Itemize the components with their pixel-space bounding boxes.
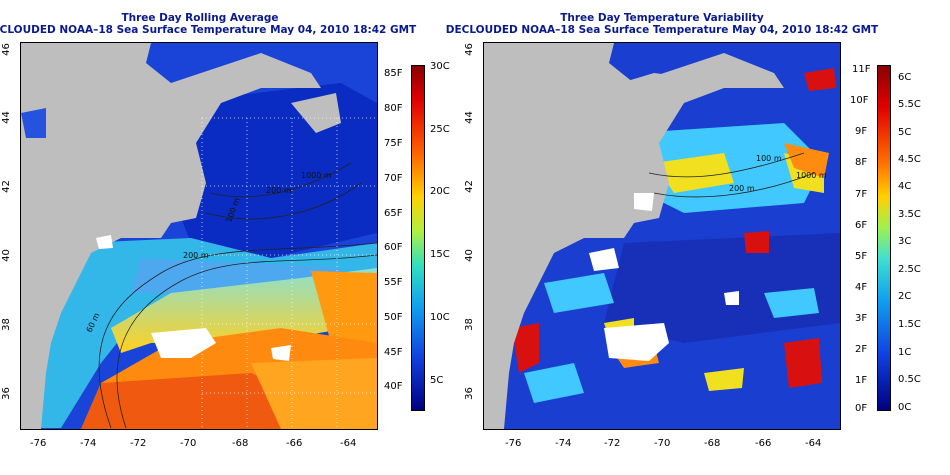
right-contour-label: 100 m: [756, 154, 782, 163]
right-x-tick: -66: [755, 438, 772, 449]
right-x-tick: -74: [555, 438, 572, 449]
right-colorbar: [877, 65, 891, 411]
right-colorbar-c-label: 5.5C: [898, 99, 921, 110]
left-y-tick: 36: [0, 387, 12, 400]
left-x-tick: -64: [340, 438, 357, 449]
right-x-tick: -72: [604, 438, 621, 449]
right-colorbar-f-label: 5F: [855, 251, 868, 262]
right-colorbar-c-label: 1C: [898, 347, 912, 358]
right-contour-label: 1000 m: [796, 171, 827, 180]
right-y-tick: 36: [463, 387, 475, 400]
right-colorbar-f-label: 10F: [850, 95, 869, 106]
right-x-tick: -76: [505, 438, 522, 449]
left-y-tick: 42: [0, 180, 12, 193]
left-colorbar-f-label: 75F: [384, 138, 403, 149]
left-x-tick: -72: [130, 438, 147, 449]
left-colorbar-f-label: 85F: [384, 68, 403, 79]
right-colorbar-c-label: 1.5C: [898, 319, 921, 330]
right-y-tick: 44: [463, 111, 475, 124]
left-x-tick: -68: [232, 438, 249, 449]
left-y-tick: 38: [0, 318, 12, 331]
right-contour-label: 200 m: [729, 184, 755, 193]
left-colorbar-f-label: 55F: [384, 277, 403, 288]
right-y-tick: 40: [463, 249, 475, 262]
left-colorbar-f-label: 45F: [384, 347, 403, 358]
right-colorbar-f-label: 11F: [852, 64, 871, 75]
left-contour-label: 200 m: [183, 251, 209, 260]
right-colorbar-c-label: 3.5C: [898, 209, 921, 220]
right-colorbar-f-label: 6F: [855, 220, 868, 231]
right-colorbar-c-label: 4.5C: [898, 154, 921, 165]
right-y-tick: 38: [463, 318, 475, 331]
right-colorbar-c-label: 0.5C: [898, 374, 921, 385]
right-y-tick: 46: [463, 43, 475, 56]
right-panel-title: Three Day Temperature Variability: [560, 12, 764, 24]
left-colorbar-c-label: 10C: [430, 312, 450, 323]
right-colorbar-c-label: 2C: [898, 291, 912, 302]
left-panel-title: Three Day Rolling Average: [121, 12, 279, 24]
left-y-tick: 46: [0, 43, 12, 56]
right-colorbar-c-label: 5C: [898, 127, 912, 138]
right-x-tick: -70: [654, 438, 671, 449]
left-y-tick: 44: [0, 111, 12, 124]
left-colorbar-f-label: 60F: [384, 242, 403, 253]
right-colorbar-c-label: 6C: [898, 72, 912, 83]
left-colorbar-f-label: 80F: [384, 103, 403, 114]
left-colorbar-c-label: 30C: [430, 61, 450, 72]
left-colorbar-f-label: 70F: [384, 173, 403, 184]
right-colorbar-f-label: 7F: [855, 189, 868, 200]
right-colorbar-c-label: 4C: [898, 181, 912, 192]
left-sst-map[interactable]: 1000 m 200 m 100 m 60 m 200 m: [20, 42, 378, 430]
left-panel-subtitle: DECLOUDED NOAA–18 Sea Surface Temperatur…: [0, 24, 417, 36]
right-colorbar-f-label: 9F: [855, 126, 868, 137]
left-colorbar-f-label: 40F: [384, 381, 403, 392]
left-x-tick: -70: [180, 438, 197, 449]
left-colorbar-f-label: 65F: [384, 208, 403, 219]
right-x-tick: -68: [704, 438, 721, 449]
right-panel-subtitle: DECLOUDED NOAA–18 Sea Surface Temperatur…: [445, 24, 879, 36]
right-colorbar-c-label: 2.5C: [898, 264, 921, 275]
left-contour-label: 1000 m: [301, 171, 332, 180]
right-colorbar-f-label: 3F: [855, 313, 868, 324]
left-x-tick: -74: [80, 438, 97, 449]
right-x-tick: -64: [805, 438, 822, 449]
left-colorbar-c-label: 5C: [430, 375, 444, 386]
left-colorbar-f-label: 50F: [384, 312, 403, 323]
right-colorbar-f-label: 1F: [855, 375, 868, 386]
right-colorbar-c-label: 3C: [898, 236, 912, 247]
right-y-tick: 42: [463, 180, 475, 193]
left-y-tick: 40: [0, 249, 12, 262]
right-colorbar-f-label: 2F: [855, 344, 868, 355]
left-x-tick: -66: [286, 438, 303, 449]
left-colorbar: [411, 65, 425, 411]
right-colorbar-f-label: 0F: [855, 403, 868, 414]
right-colorbar-f-label: 4F: [855, 282, 868, 293]
right-variability-map[interactable]: 100 m 200 m 1000 m: [483, 42, 841, 430]
left-colorbar-c-label: 15C: [430, 249, 450, 260]
left-colorbar-c-label: 25C: [430, 124, 450, 135]
right-colorbar-c-label: 0C: [898, 402, 912, 413]
left-contour-label: 200 m: [266, 186, 292, 195]
right-colorbar-f-label: 8F: [855, 157, 868, 168]
left-colorbar-c-label: 20C: [430, 186, 450, 197]
left-x-tick: -76: [30, 438, 47, 449]
